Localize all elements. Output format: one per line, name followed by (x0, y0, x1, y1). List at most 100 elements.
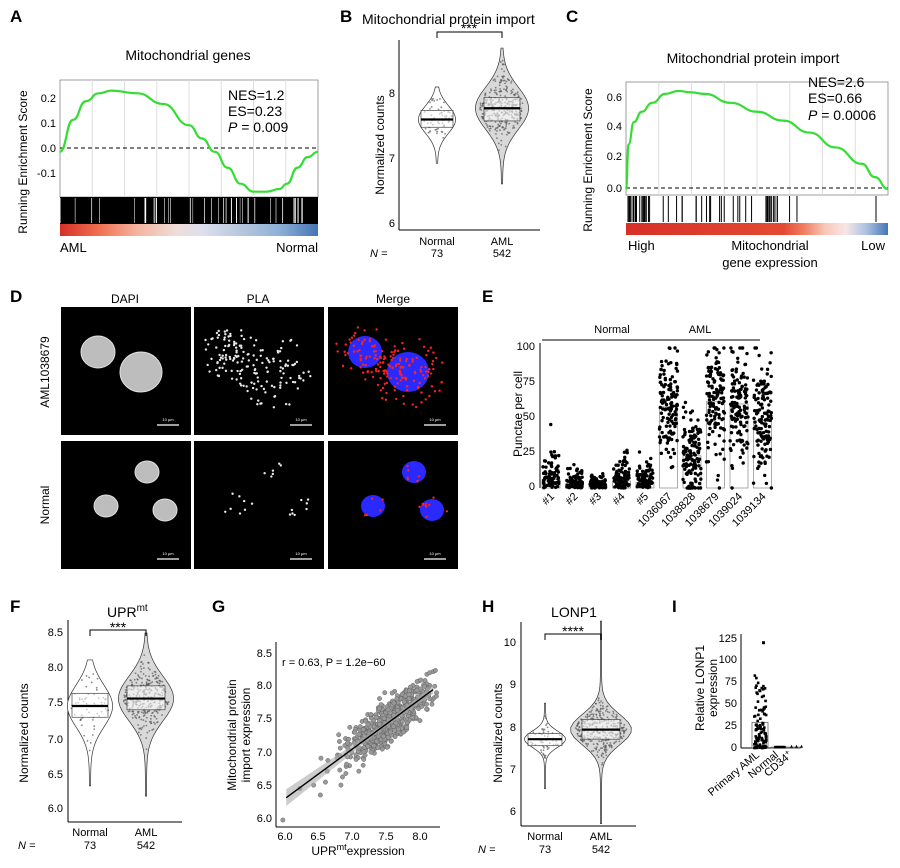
merge-pla-dot (349, 341, 352, 344)
panel-g-ytick: 6.5 (257, 780, 272, 792)
data-point (668, 377, 673, 382)
data-point (661, 390, 666, 395)
data-point (356, 731, 362, 737)
data-point (759, 439, 763, 443)
data-point (596, 754, 599, 757)
data-point (711, 377, 715, 381)
data-point (745, 446, 749, 450)
data-point (480, 109, 483, 111)
data-point (498, 149, 500, 152)
merge-pla-dot (379, 365, 382, 369)
data-point (503, 88, 505, 90)
panel-d-col-pla: PLA (247, 292, 270, 306)
data-point (760, 447, 764, 451)
data-point (768, 414, 773, 418)
panel-f-n-normal: 73 (84, 840, 96, 852)
merge-pla-dot (385, 391, 388, 395)
data-point (692, 440, 696, 445)
data-point (648, 463, 653, 467)
data-point (705, 353, 709, 357)
pla-dot (239, 382, 242, 385)
data-point (145, 737, 148, 739)
panel-h-n-aml: 542 (592, 844, 610, 856)
data-point (605, 705, 608, 708)
data-point (709, 413, 713, 418)
data-point (493, 89, 496, 92)
data-point (427, 131, 430, 134)
panel-b-ytick: 6 (389, 218, 395, 230)
pla-dot (279, 369, 282, 373)
panel-g-ylabel-2: import expression (239, 688, 253, 783)
panel-b-n-normal: 73 (431, 248, 443, 260)
merge-pla-dot (390, 350, 393, 354)
data-point (510, 80, 513, 83)
data-point (694, 434, 698, 438)
data-point (603, 746, 606, 749)
data-point (590, 477, 595, 481)
data-point (142, 715, 145, 717)
merge-pla-dot (374, 354, 377, 357)
data-point (579, 728, 582, 731)
data-point (762, 641, 765, 645)
data-point (751, 378, 756, 382)
x-label: #5 (634, 491, 651, 508)
data-point (510, 92, 513, 95)
data-point (696, 437, 701, 442)
merge-pla-dot (344, 353, 347, 357)
data-point (790, 744, 793, 748)
data-point (755, 738, 758, 741)
data-point (758, 689, 762, 693)
panel-h-group-normal: Normal (527, 831, 562, 843)
data-point (720, 417, 724, 422)
data-point (360, 762, 366, 768)
data-point (547, 746, 550, 749)
data-point (401, 729, 406, 735)
data-point (577, 728, 580, 731)
data-point (763, 461, 767, 466)
x-label: #2 (563, 491, 580, 508)
data-point (671, 412, 675, 417)
data-point (658, 380, 663, 384)
data-point (756, 719, 759, 723)
data-point (544, 717, 547, 720)
merge-pla-dot (430, 385, 434, 388)
data-point (436, 132, 438, 135)
data-point (592, 715, 595, 718)
data-point (595, 713, 598, 716)
merge-pla-dot (378, 355, 382, 359)
data-point (482, 117, 484, 120)
data-point (142, 719, 145, 721)
merge-pla-dot (343, 350, 346, 353)
data-point (710, 386, 714, 390)
data-point (624, 480, 628, 484)
data-point (669, 388, 673, 392)
panel-i-ytick: 100 (719, 654, 737, 666)
data-point (391, 724, 396, 729)
merge-pla-dot (384, 338, 388, 341)
pla-dot (211, 337, 214, 340)
data-point (713, 442, 717, 446)
data-point (501, 126, 504, 129)
data-point (756, 727, 760, 731)
pla-dot (289, 338, 293, 342)
data-point (151, 672, 154, 675)
data-point (757, 708, 761, 712)
data-point (496, 130, 498, 132)
merge-pla-dot (445, 510, 449, 513)
data-point (743, 410, 747, 414)
data-point (681, 405, 686, 409)
data-point (716, 473, 720, 478)
panel-b-sig-bracket (436, 31, 503, 38)
data-point (755, 745, 758, 749)
data-point (767, 424, 772, 429)
data-point (505, 85, 508, 88)
data-point (516, 91, 519, 94)
data-point (602, 752, 605, 755)
data-point (758, 454, 763, 459)
data-point (626, 470, 631, 475)
pla-dot (253, 371, 256, 375)
data-point (666, 395, 670, 400)
data-point (544, 465, 548, 469)
data-point (424, 127, 427, 130)
merge-pla-dot (356, 326, 359, 329)
